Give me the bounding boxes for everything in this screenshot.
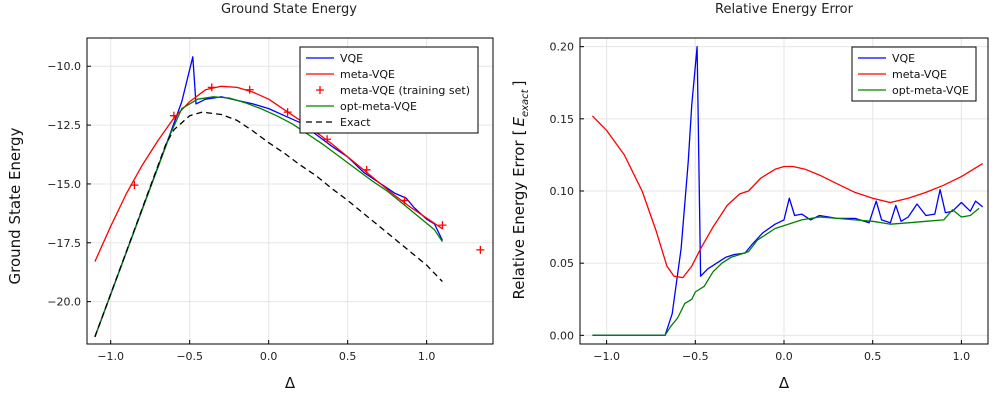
meta-vqe-line bbox=[591, 115, 984, 279]
y-tick-label: −10.0 bbox=[47, 60, 81, 73]
y-tick-label: −12.5 bbox=[47, 119, 81, 132]
legend-swatch bbox=[316, 86, 324, 94]
y-axis-label: Ground State Energy bbox=[6, 127, 24, 284]
y-tick-label: −15.0 bbox=[47, 178, 81, 191]
meta-vqe-training-set-marker bbox=[130, 181, 139, 190]
x-tick-label: 0.5 bbox=[339, 350, 357, 363]
meta-vqe-training-set-marker bbox=[438, 221, 447, 230]
relative-energy-error-panel: Relative Energy Error −1.0 −0.5 0.0 0.5 1.0 … bbox=[510, 2, 989, 392]
y-tick-label: −17.5 bbox=[47, 237, 81, 250]
x-tick-label: −1.0 bbox=[593, 350, 620, 363]
meta-vqe-training-set-marker bbox=[476, 245, 485, 254]
chart-title: Ground State Energy bbox=[221, 2, 357, 17]
x-axis-label: Δ bbox=[779, 374, 790, 392]
x-tick-label: 0.5 bbox=[864, 350, 882, 363]
y-axis-label: Relative Energy Error[Eexact] bbox=[510, 81, 531, 300]
x-tick-label: 1.0 bbox=[418, 350, 436, 363]
ground-state-energy-panel: Ground State Energy −1.0 −0.5 0.0 0.5 1.0 −2… bbox=[6, 2, 494, 392]
y-tick-label: 0.20 bbox=[550, 41, 575, 54]
meta-vqe-training-set-marker bbox=[245, 85, 254, 94]
x-tick-label: −1.0 bbox=[97, 350, 124, 363]
plot-frame bbox=[86, 37, 494, 345]
y-axis-label-group: Relative Energy Error[Eexact] bbox=[510, 81, 531, 300]
legend-label: meta-VQE (training set) bbox=[340, 84, 470, 97]
y-tick-label: 0.15 bbox=[550, 113, 575, 126]
x-tick-label: 1.0 bbox=[953, 350, 971, 363]
legend-label: Exact bbox=[340, 116, 371, 129]
y-tick-label: 0.10 bbox=[550, 185, 575, 198]
vqe-line bbox=[592, 46, 984, 336]
meta-vqe-training-set-marker bbox=[283, 108, 292, 117]
series-group bbox=[591, 46, 984, 336]
legend-box bbox=[299, 46, 479, 134]
legend-label: opt-meta-VQE bbox=[892, 84, 969, 97]
meta-vqe-training-set-marker bbox=[362, 165, 371, 174]
legend-label: meta-VQE bbox=[892, 68, 947, 81]
x-axis-ticks: −1.0 −0.5 0.0 0.5 1.0 bbox=[593, 340, 970, 363]
legend-label: VQE bbox=[892, 52, 915, 65]
y-axis-ticks: 0.00 0.05 0.10 0.15 0.20 bbox=[550, 41, 584, 342]
legend-label: opt-meta-VQE bbox=[340, 100, 417, 113]
meta-vqe-training-set-marker bbox=[169, 111, 178, 120]
legend-label: VQE bbox=[340, 52, 363, 65]
legend: VQE meta-VQE meta-VQE (training set) opt-me… bbox=[299, 46, 479, 134]
legend-label: meta-VQE bbox=[340, 68, 395, 81]
exact-line bbox=[94, 111, 443, 338]
y-axis-ticks: −20.0 −17.5 −15.0 −12.5 −10.0 bbox=[47, 60, 91, 309]
meta-vqe-training-set-marker bbox=[400, 196, 409, 205]
x-tick-label: −0.5 bbox=[682, 350, 709, 363]
y-tick-label: −20.0 bbox=[47, 296, 81, 309]
y-tick-label: 0.00 bbox=[550, 329, 575, 342]
x-axis-ticks: −1.0 −0.5 0.0 0.5 1.0 bbox=[97, 340, 435, 363]
meta-vqe-line bbox=[94, 85, 443, 262]
meta-vqe-training-set-markers bbox=[130, 83, 485, 254]
x-tick-label: 0.0 bbox=[260, 350, 278, 363]
opt-meta-vqe-line bbox=[592, 207, 980, 336]
x-axis-label: Δ bbox=[285, 374, 296, 392]
x-tick-label: 0.0 bbox=[775, 350, 793, 363]
meta-vqe-training-set-marker bbox=[207, 83, 216, 92]
y-tick-label: 0.05 bbox=[550, 257, 575, 270]
meta-vqe-training-set-marker bbox=[323, 135, 332, 144]
x-tick-label: −0.5 bbox=[176, 350, 203, 363]
legend: VQE meta-VQE opt-meta-VQE bbox=[851, 46, 977, 102]
chart-title: Relative Energy Error bbox=[715, 2, 854, 17]
